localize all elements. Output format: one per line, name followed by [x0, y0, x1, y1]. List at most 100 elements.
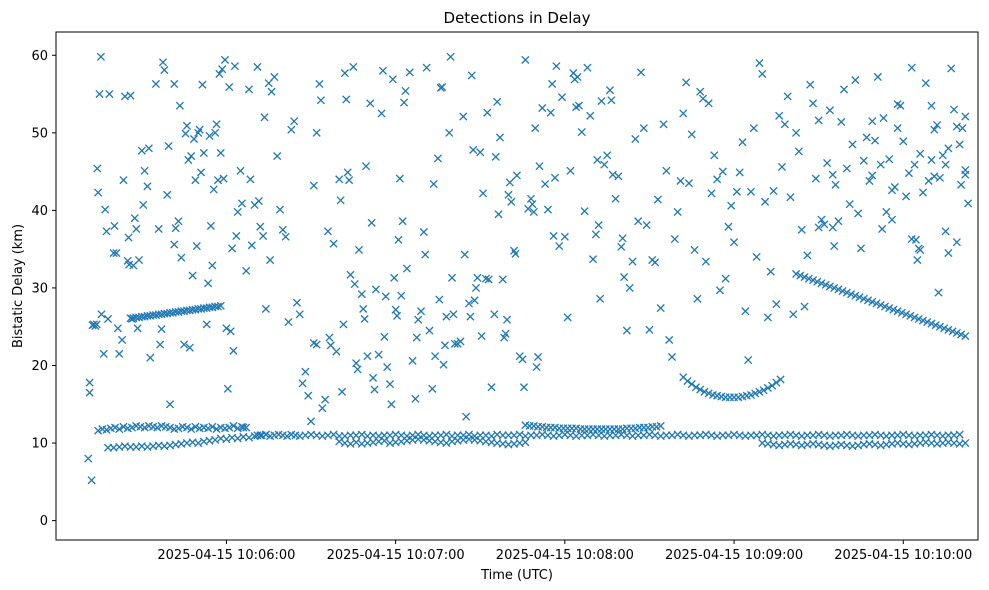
- data-point: [312, 340, 321, 349]
- data-point: [868, 297, 877, 306]
- data-point: [907, 63, 916, 72]
- data-point: [222, 435, 231, 444]
- data-point: [614, 172, 623, 181]
- data-point: [811, 174, 820, 183]
- data-point: [808, 99, 818, 108]
- data-point: [466, 312, 475, 321]
- plot-frame: [55, 31, 979, 541]
- data-point: [502, 315, 512, 324]
- data-point: [346, 270, 355, 279]
- data-point: [916, 245, 925, 254]
- data-point: [470, 296, 479, 305]
- data-point: [862, 133, 871, 142]
- data-point: [93, 164, 102, 173]
- data-point: [215, 69, 224, 78]
- data-point: [266, 255, 275, 265]
- data-point: [133, 324, 142, 333]
- data-point: [504, 190, 513, 199]
- x-axis: 2025-04-15 10:06:00 2025-04-15 10:07:00 20…: [157, 540, 972, 563]
- data-point: [225, 423, 234, 432]
- data-point: [394, 235, 403, 244]
- data-point: [102, 227, 111, 236]
- data-point: [182, 121, 192, 130]
- data-point: [212, 120, 221, 129]
- data-point: [228, 244, 237, 253]
- data-point: [315, 79, 324, 89]
- data-point: [447, 273, 457, 282]
- data-point: [212, 425, 221, 434]
- data-point: [156, 340, 165, 349]
- data-point: [462, 412, 471, 421]
- data-point: [439, 360, 448, 369]
- data-point: [924, 176, 933, 185]
- data-point: [230, 62, 239, 71]
- data-point: [659, 120, 668, 129]
- data-point: [124, 233, 133, 242]
- data-point: [189, 134, 199, 144]
- data-point: [244, 85, 254, 94]
- data-point: [834, 217, 843, 226]
- data-point: [713, 175, 722, 184]
- y-tick-label: 10: [31, 437, 48, 452]
- data-point: [566, 166, 575, 175]
- data-point: [223, 384, 232, 393]
- data-point: [402, 264, 411, 273]
- data-point: [216, 148, 225, 158]
- data-point: [140, 423, 149, 432]
- data-point: [335, 437, 344, 446]
- data-point: [893, 124, 902, 133]
- data-point: [839, 85, 849, 94]
- data-point: [198, 80, 207, 89]
- data-point: [339, 320, 348, 329]
- data-point: [359, 304, 368, 313]
- data-point: [693, 294, 702, 303]
- data-point: [885, 155, 894, 164]
- data-point: [137, 146, 146, 155]
- data-point: [253, 62, 262, 71]
- data-point: [721, 274, 730, 283]
- data-point: [634, 217, 643, 226]
- data-point: [792, 128, 801, 137]
- data-point: [746, 187, 756, 196]
- data-point: [732, 187, 741, 196]
- data-point: [961, 438, 970, 448]
- data-point: [192, 241, 201, 251]
- data-point: [863, 296, 873, 305]
- data-point: [464, 299, 474, 308]
- data-point: [218, 65, 227, 74]
- data-point: [543, 205, 552, 214]
- data-point: [955, 140, 964, 149]
- data-point: [449, 310, 458, 319]
- data-point: [318, 404, 327, 413]
- data-point: [526, 194, 536, 203]
- y-tick-label: 50: [31, 126, 48, 141]
- data-point: [594, 221, 603, 230]
- data-point: [794, 147, 803, 156]
- data-point: [425, 326, 434, 335]
- data-point: [591, 230, 600, 239]
- data-point: [868, 171, 877, 180]
- data-point: [583, 63, 592, 72]
- data-point: [735, 168, 744, 177]
- data-point: [696, 87, 705, 96]
- data-point: [84, 454, 93, 463]
- data-point: [532, 362, 541, 372]
- data-point: [361, 162, 371, 171]
- data-point: [110, 423, 120, 432]
- data-point: [940, 324, 949, 333]
- data-point: [165, 423, 175, 432]
- data-point: [336, 196, 345, 205]
- data-point: [761, 197, 770, 206]
- data-point: [596, 294, 605, 303]
- data-point: [278, 225, 287, 234]
- data-point: [115, 425, 124, 434]
- data-point: [493, 97, 502, 106]
- data-point: [380, 436, 389, 445]
- data-point: [718, 167, 727, 176]
- data-point: [776, 375, 785, 384]
- data-point: [428, 384, 437, 393]
- data-point: [184, 155, 193, 165]
- data-point: [899, 137, 908, 146]
- data-point: [941, 160, 950, 169]
- data-point: [789, 310, 798, 319]
